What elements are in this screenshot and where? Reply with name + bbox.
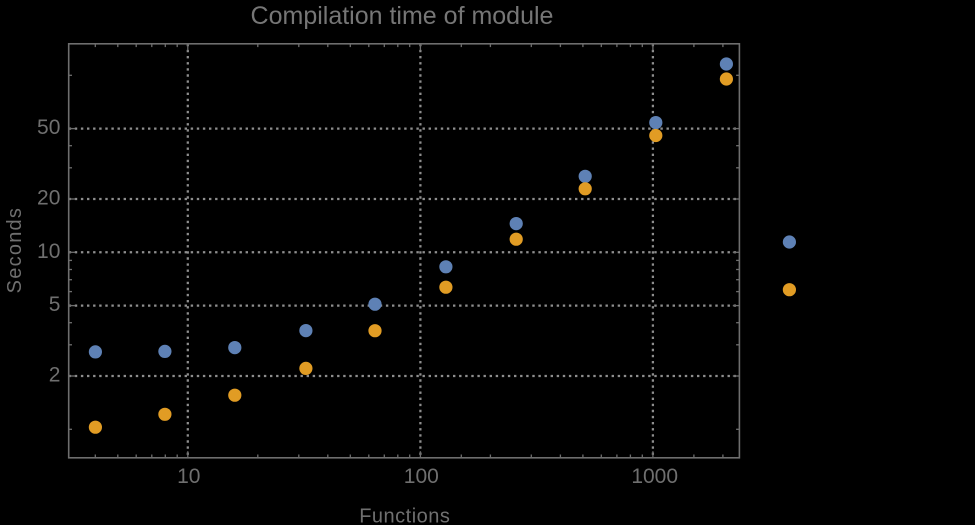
svg-text:5: 5: [49, 293, 61, 316]
svg-text:2: 2: [49, 364, 61, 387]
svg-text:100: 100: [404, 465, 439, 488]
svg-text:10: 10: [37, 240, 60, 263]
svg-text:50: 50: [37, 116, 60, 139]
svg-text:Functions: Functions: [359, 505, 450, 525]
svg-text:10: 10: [177, 465, 200, 488]
svg-text:Seconds: Seconds: [4, 207, 26, 294]
svg-text:1000: 1000: [631, 465, 678, 488]
svg-text:Compilation time of module: Compilation time of module: [251, 2, 554, 30]
svg-text:20: 20: [37, 187, 60, 210]
